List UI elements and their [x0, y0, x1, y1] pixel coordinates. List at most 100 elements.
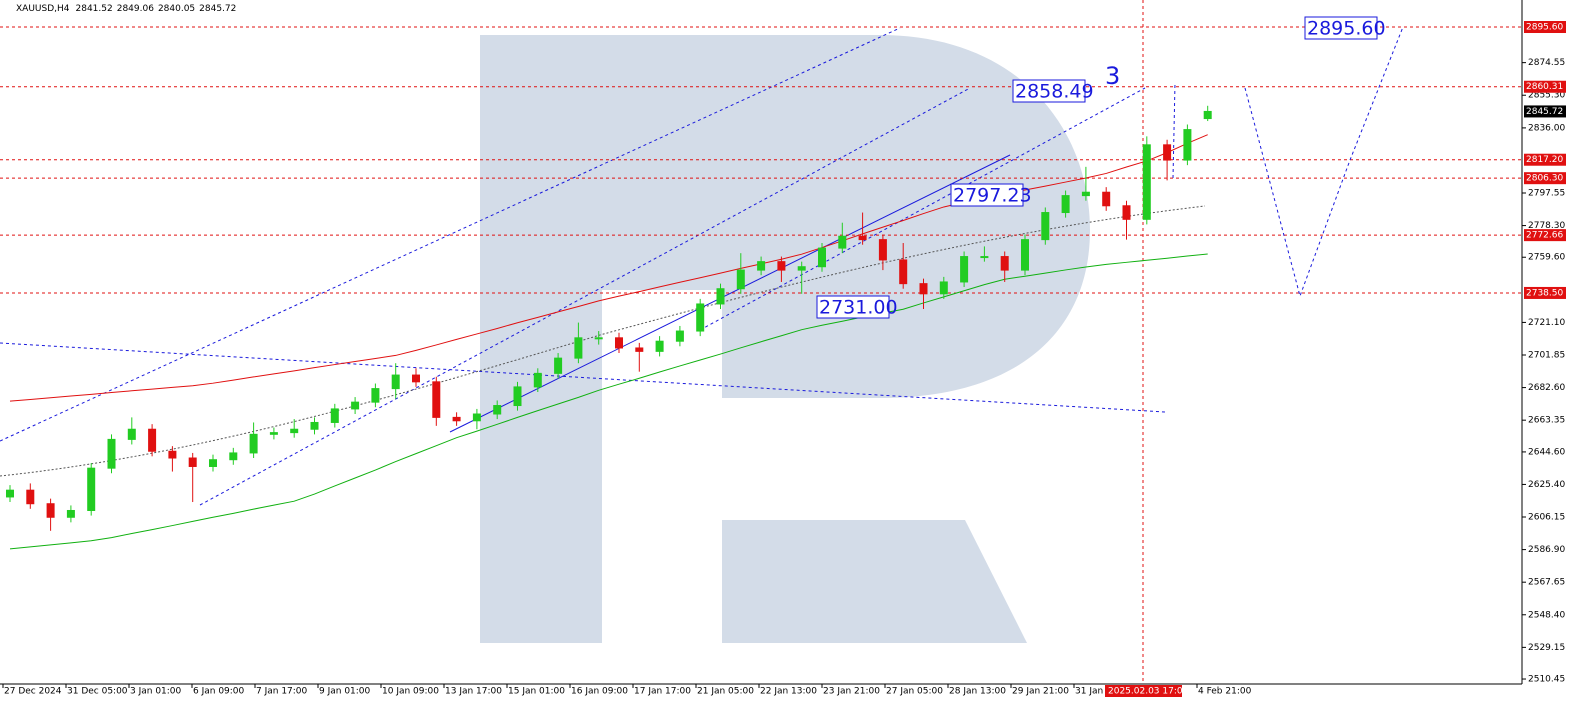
y-tick-label: 2663.35: [1528, 416, 1565, 426]
level-box: [1524, 172, 1566, 185]
candle-body: [6, 489, 14, 498]
candle-body: [533, 372, 542, 388]
y-tick-label: 2644.60: [1528, 447, 1565, 457]
level-label: 2817.20: [1526, 155, 1563, 165]
candle-body: [87, 467, 96, 511]
x-tick-label: 9 Jan 01:00: [319, 687, 371, 697]
y-tick-label: 2529.15: [1528, 643, 1565, 653]
annotation: 2731.00: [819, 297, 898, 319]
y-tick-label: 2510.45: [1528, 675, 1565, 685]
header: XAUUSD,H4 2841.52 2849.06 2840.05 2845.72: [16, 4, 236, 14]
y-tick-label: 2721.10: [1528, 318, 1565, 328]
candle-body: [980, 256, 989, 259]
x-tick-label: 17 Jan 17:00: [634, 687, 691, 697]
level-box: [1524, 21, 1566, 34]
x-tick-label: 23 Jan 21:00: [823, 687, 880, 697]
candle-body: [878, 239, 887, 261]
candle-body: [919, 283, 928, 295]
level-box: [1524, 229, 1566, 242]
y-tick-label: 2567.65: [1528, 578, 1565, 588]
candle-body: [615, 337, 623, 349]
level-label: 2860.31: [1526, 82, 1563, 92]
x-tick-label: 2025.02.03 17:00: [1108, 687, 1189, 697]
candle-body: [412, 374, 420, 383]
x-tick-label: 21 Jan 05:00: [697, 687, 754, 697]
y-tick-label: 2778.30: [1528, 221, 1565, 231]
candle-body: [635, 347, 644, 352]
candle-body: [1122, 205, 1131, 220]
candle-body: [1061, 195, 1070, 214]
candle-body: [310, 421, 319, 430]
level-box: [1524, 80, 1566, 93]
level-label: 2772.66: [1526, 231, 1563, 241]
candle-body: [168, 450, 177, 459]
watermark: [480, 35, 1090, 643]
ohlc-close: 2845.72: [199, 4, 236, 14]
ohlc-open: 2841.52: [76, 4, 113, 14]
candle-body: [432, 381, 441, 418]
y-tick-label: 2836.00: [1528, 123, 1565, 133]
candle-body: [1183, 129, 1192, 161]
level-label: 2806.30: [1526, 174, 1563, 184]
candle-body: [818, 247, 826, 268]
level-box: [1524, 153, 1566, 166]
candle-body: [513, 386, 522, 407]
x-tick-label: 7 Jan 17:00: [256, 687, 308, 697]
candle-body: [757, 261, 766, 271]
time-box: [1105, 685, 1182, 697]
x-tick-label: 29 Jan 21:00: [1012, 687, 1069, 697]
candle-body: [452, 416, 461, 422]
candle-body: [127, 428, 136, 440]
trend-lines: [0, 27, 1176, 506]
x-tick-label: 13 Jan 17:00: [445, 687, 502, 697]
annotation: 2895.60: [1307, 18, 1386, 40]
candle-body: [1203, 110, 1212, 120]
x-tick-label: 4 Feb 21:00: [1198, 687, 1252, 697]
candle-body: [939, 281, 948, 295]
forecast-line: [1244, 26, 1404, 298]
candle-body: [1041, 212, 1050, 241]
x-tick-label: 27 Jan 05:00: [886, 687, 943, 697]
x-tick-label: 31 Dec 05:00: [67, 687, 128, 697]
candle-body: [107, 438, 116, 469]
level-label: 2738.50: [1526, 288, 1563, 298]
x-tick-label: 3 Jan 01:00: [130, 687, 182, 697]
candle-body: [1000, 256, 1009, 271]
price-box: [1524, 105, 1566, 118]
x-tick-label: 10 Jan 09:00: [382, 687, 439, 697]
candle-body: [797, 266, 806, 271]
x-tick-label: 28 Jan 13:00: [949, 687, 1006, 697]
annotation-box: [950, 183, 1024, 207]
candle-body: [838, 235, 847, 249]
x-tick-label: 31 Jan 0: [1075, 687, 1112, 697]
candle-body: [574, 337, 583, 359]
candle-body: [290, 428, 299, 434]
price-label: 2845.72: [1526, 107, 1563, 117]
candle-body: [858, 235, 867, 241]
ma-dotted: [0, 205, 1206, 477]
candle-body: [26, 489, 35, 505]
y-tick-label: 2548.40: [1528, 610, 1565, 620]
annotation-box: [1304, 16, 1378, 40]
candle-body: [249, 433, 258, 454]
y-tick-label: 2586.90: [1528, 545, 1565, 555]
candle-body: [655, 340, 664, 352]
candle-body: [46, 503, 55, 518]
candle-body: [1142, 144, 1151, 220]
candle-body: [1163, 144, 1172, 161]
candle-body: [716, 288, 725, 305]
candle-body: [371, 388, 380, 403]
ohlc-low: 2840.05: [158, 4, 195, 14]
candle-body: [594, 337, 603, 340]
annotation-box: [816, 295, 890, 319]
y-tick-label: 2759.60: [1528, 253, 1565, 263]
candle-body: [472, 413, 481, 422]
moving-average: [9, 253, 1208, 550]
y-tick-label: 2606.15: [1528, 513, 1565, 523]
candle-body: [554, 357, 563, 374]
x-tick-label: 27 Dec 2024: [4, 687, 62, 697]
candle-body: [696, 303, 705, 332]
candle-body: [351, 401, 360, 410]
candle-body: [209, 459, 217, 467]
